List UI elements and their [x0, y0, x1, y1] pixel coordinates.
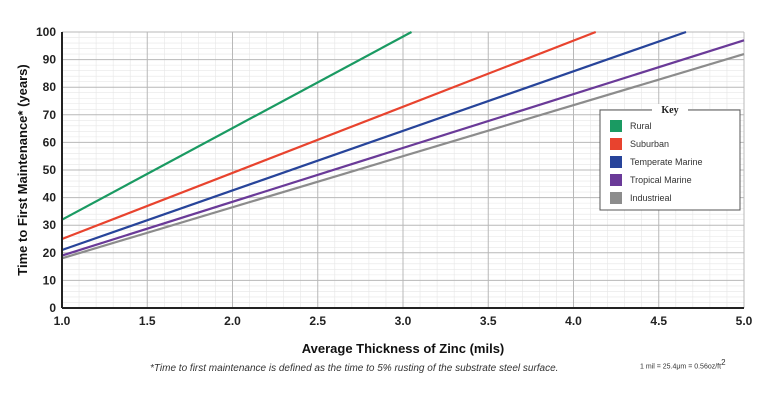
x-tick-label: 3.5	[480, 314, 497, 328]
legend-swatch	[610, 120, 622, 132]
legend: Key Rural Suburban Temperate Marine Tropical…	[599, 104, 741, 211]
series-lines	[61, 30, 745, 260]
y-tick-label: 40	[43, 191, 57, 205]
x-tick-label: 4.5	[650, 314, 667, 328]
legend-swatch	[610, 138, 622, 150]
legend-swatch	[610, 156, 622, 168]
series-line-rural	[61, 31, 413, 221]
x-axis-title: Average Thickness of Zinc (mils)	[302, 341, 505, 356]
legend-label: Industrieal	[630, 193, 672, 203]
unit-note: 1 mil = 25.4μm = 0.56oz/ft2	[640, 358, 726, 370]
x-tick-label: 3.0	[395, 314, 412, 328]
y-tick-label: 100	[36, 25, 56, 39]
legend-swatch	[610, 192, 622, 204]
legend-title-bg	[652, 104, 688, 116]
x-tick-label: 5.0	[736, 314, 753, 328]
footnote: *Time to first maintenance is defined as…	[150, 363, 559, 374]
y-tick-label: 0	[49, 301, 56, 315]
legend-title: Key	[661, 105, 678, 116]
unit-note-superscript: 2	[721, 358, 726, 367]
y-tick-label: 60	[43, 135, 57, 149]
y-tick-label: 70	[43, 108, 57, 122]
y-tick-label: 80	[43, 80, 57, 94]
legend-label: Temperate Marine	[630, 157, 703, 167]
y-axis-title: Time to First Maintenance* (years)	[15, 64, 30, 275]
legend-swatch	[610, 174, 622, 186]
series-line-tropical-marine	[61, 39, 745, 257]
legend-label: Suburban	[630, 139, 669, 149]
x-tick-label: 2.0	[224, 314, 241, 328]
series-line-industrieal	[61, 53, 745, 260]
y-tick-label: 90	[43, 53, 57, 67]
legend-label: Tropical Marine	[630, 175, 692, 185]
legend-label: Rural	[630, 121, 652, 131]
axes	[61, 32, 744, 309]
series-line-temperate-marine	[61, 30, 687, 252]
x-tick-label: 1.5	[139, 314, 156, 328]
y-tick-label: 10	[43, 273, 57, 287]
series-line-suburban	[61, 30, 597, 241]
y-tick-label: 50	[43, 163, 57, 177]
y-tick-label: 30	[43, 218, 57, 232]
x-tick-label: 4.0	[565, 314, 582, 328]
unit-note-text: 1 mil = 25.4μm = 0.56oz/ft	[640, 363, 722, 371]
y-tick-labels: 0 10 20 30 40 50 60 70 80 90 100	[36, 25, 56, 315]
legend-box	[599, 109, 741, 211]
x-tick-label: 2.5	[309, 314, 326, 328]
y-tick-label: 20	[43, 246, 57, 260]
x-tick-labels: 1.0 1.5 2.0 2.5 3.0 3.5 4.0 4.5 5.0	[54, 314, 753, 328]
x-tick-label: 1.0	[54, 314, 71, 328]
